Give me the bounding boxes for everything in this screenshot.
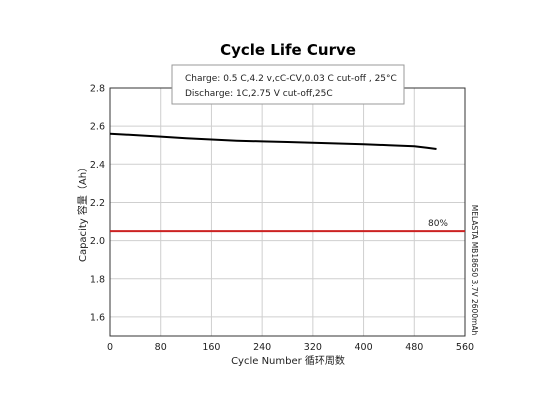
x-tick-label: 80 bbox=[155, 342, 167, 353]
side-note: MELASTA MB18650 3.7V 2600mAh bbox=[470, 205, 479, 336]
x-tick-label: 320 bbox=[304, 342, 322, 353]
y-tick-label: 2.6 bbox=[90, 122, 105, 133]
x-tick-label: 560 bbox=[456, 342, 474, 353]
y-tick-label: 2.2 bbox=[90, 198, 105, 209]
x-tick-labels: 0 80 160 240 320 400 480 560 bbox=[107, 342, 474, 353]
y-tick-labels: 1.6 1.8 2.0 2.2 2.4 2.6 2.8 bbox=[90, 84, 105, 324]
chart-title: Cycle Life Curve bbox=[220, 41, 356, 59]
threshold-label: 80% bbox=[428, 219, 448, 229]
y-axis-label: Capacity 容量（Ah） bbox=[76, 162, 89, 262]
y-tick-label: 2.4 bbox=[90, 160, 105, 171]
y-tick-label: 2.0 bbox=[90, 236, 105, 247]
series-layer bbox=[109, 132, 437, 150]
x-axis-label: Cycle Number 循环周数 bbox=[231, 354, 345, 367]
capacity-series-line bbox=[109, 132, 437, 150]
discharge-condition: Discharge: 1C,2.75 V cut-off,25C bbox=[185, 89, 333, 99]
x-tick-label: 240 bbox=[253, 342, 271, 353]
y-tick-label: 1.8 bbox=[90, 274, 105, 285]
x-tick-label: 480 bbox=[405, 342, 423, 353]
x-tick-label: 400 bbox=[355, 342, 373, 353]
charge-condition: Charge: 0.5 C,4.2 v,cC-CV,0.03 C cut-off… bbox=[185, 74, 397, 84]
plot-frame bbox=[109, 87, 466, 337]
conditions-box: Charge: 0.5 C,4.2 v,cC-CV,0.03 C cut-off… bbox=[171, 64, 405, 105]
grid bbox=[109, 87, 466, 336]
y-tick-label: 2.8 bbox=[90, 84, 105, 95]
threshold-layer: 80% bbox=[110, 219, 465, 233]
y-tick-label: 1.6 bbox=[90, 312, 105, 323]
x-tick-label: 0 bbox=[107, 342, 113, 353]
x-tick-label: 160 bbox=[202, 342, 220, 353]
